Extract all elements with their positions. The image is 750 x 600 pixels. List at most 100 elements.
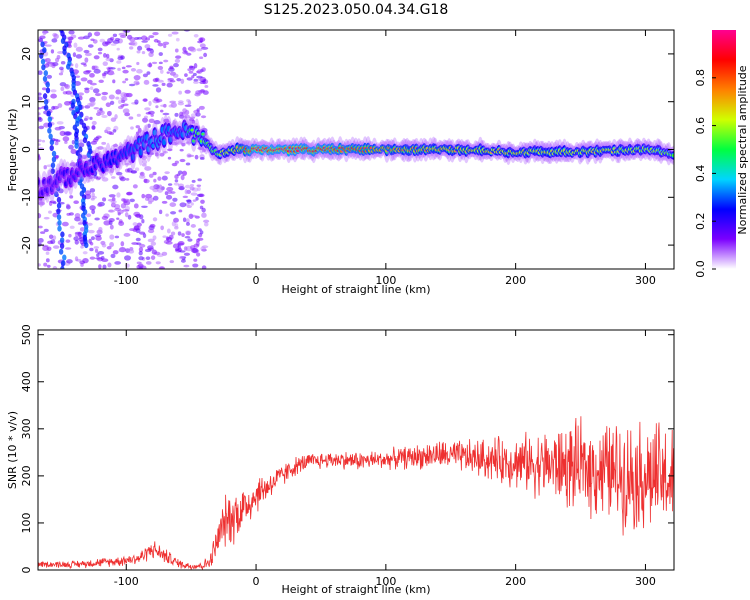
- spectrogram-speckle: [192, 263, 199, 268]
- spectrogram-speckle: [110, 117, 117, 122]
- spectrogram-speckle: [157, 79, 164, 83]
- spectrogram-speckle: [48, 210, 52, 214]
- spectrogram-speckle: [171, 141, 178, 146]
- spectrogram-speckle: [77, 142, 85, 148]
- spectrogram-speckle: [160, 225, 164, 231]
- spectrogram-speckle: [145, 111, 152, 115]
- spectrogram-streak: [43, 104, 49, 111]
- spectrogram-speckle: [166, 186, 174, 192]
- spectrogram-speckle: [114, 261, 122, 265]
- spectrogram-speckle: [57, 51, 64, 54]
- spectrogram-speckle: [57, 103, 63, 108]
- spectrogram-marks: [38, 30, 674, 269]
- spectrogram-streak: [40, 41, 45, 48]
- colorbar-tick-label: 0.2: [694, 212, 707, 230]
- spectrogram-speckle: [135, 214, 141, 218]
- spectrogram-speckle: [90, 101, 96, 106]
- spectrogram-streak: [45, 87, 51, 94]
- spectrogram-speckle: [182, 108, 187, 113]
- spectrogram-speckle: [199, 156, 205, 160]
- spectrogram-speckle: [38, 238, 44, 243]
- spectrogram-speckle: [137, 36, 143, 40]
- spectrogram-speckle: [132, 222, 138, 226]
- spectrogram-speckle: [97, 146, 104, 150]
- spectrogram-speckle: [141, 219, 145, 224]
- spectrogram-speckle: [189, 184, 195, 187]
- spectrogram-speckle: [174, 223, 179, 228]
- spectrogram-speckle: [107, 262, 112, 268]
- spectrogram-x-axis-label: Height of straight line (km): [281, 283, 430, 296]
- spectrogram-speckle: [189, 47, 197, 53]
- spectrogram-speckle: [177, 241, 185, 246]
- spectrogram-speckle: [129, 46, 134, 50]
- spectrogram-speckle: [45, 258, 50, 263]
- spectrogram-speckle: [130, 170, 137, 174]
- spectrogram-speckle: [42, 30, 47, 36]
- spectrogram-speckle: [147, 201, 153, 205]
- spectrogram-speckle: [142, 73, 148, 78]
- spectrogram-speckle: [156, 98, 163, 103]
- spectrogram-speckle: [157, 42, 164, 47]
- spectrogram-speckle: [135, 125, 141, 129]
- spectrogram-speckle: [133, 203, 139, 209]
- spectrogram-speckle: [82, 258, 89, 264]
- spectrogram-speckle: [101, 91, 109, 96]
- spectrogram-speckle: [151, 61, 158, 65]
- colorbar-tick-label: 0.4: [694, 165, 707, 183]
- spectrogram-streak: [66, 63, 71, 70]
- spectrogram-speckle: [58, 66, 64, 71]
- spectrogram-speckle: [102, 41, 109, 47]
- spectrogram-speckle: [163, 118, 170, 123]
- spectrogram-speckle: [155, 87, 162, 93]
- spectrogram-speckle: [196, 69, 203, 74]
- spectrogram-speckle: [47, 61, 54, 67]
- spectrogram-speckle: [58, 125, 62, 131]
- spectrogram-speckle: [174, 48, 179, 53]
- spectrogram-speckle: [135, 82, 140, 85]
- spectrogram-speckle: [101, 141, 107, 145]
- spectrogram-speckle: [193, 78, 199, 82]
- spectrogram-streak: [60, 231, 65, 238]
- spectrogram-speckle: [87, 44, 94, 48]
- spectrogram-speckle: [166, 71, 170, 74]
- spectrogram-speckle: [98, 79, 104, 83]
- spectrogram-speckle: [149, 185, 156, 191]
- spectrogram-speckle: [166, 82, 173, 88]
- spectrogram-streak: [60, 260, 66, 267]
- spectrogram-speckle: [203, 219, 210, 223]
- spectrogram-speckle: [185, 231, 191, 236]
- spectrogram-speckle: [149, 223, 156, 228]
- spectrogram-ridge-mid: [42, 179, 47, 185]
- colorbar-label: Normalized spectral amplitude: [736, 65, 749, 234]
- spectrogram-speckle: [183, 252, 191, 256]
- spectrogram-ridge-mid: [138, 148, 143, 156]
- spectrogram-ridge-core: [190, 128, 194, 132]
- spectrogram-speckle: [138, 256, 144, 261]
- spectrogram-speckle: [193, 258, 198, 262]
- spectrogram-speckle: [161, 82, 166, 86]
- spectrogram-speckle: [38, 139, 42, 143]
- spectrogram-speckle: [89, 256, 96, 260]
- snr-series-line: [38, 416, 674, 570]
- spectrogram-speckle: [136, 61, 140, 66]
- spectrogram-speckle: [192, 247, 199, 254]
- spectrogram-speckle: [198, 193, 205, 198]
- spectrogram-speckle: [46, 74, 52, 79]
- spectrogram-speckle: [110, 253, 116, 259]
- spectrogram-speckle: [160, 104, 167, 108]
- spectrogram-speckle: [91, 125, 96, 130]
- spectrogram-streak: [62, 254, 67, 261]
- spectrogram-speckle: [50, 89, 57, 93]
- spectrogram-speckle: [91, 192, 95, 198]
- spectrogram-streak: [47, 116, 53, 123]
- spectrogram-ridge-mid: [162, 138, 167, 146]
- spectrogram-streak: [51, 150, 57, 157]
- spectrogram-speckle: [139, 243, 146, 248]
- spectrogram-streak: [70, 102, 76, 109]
- spectrogram-speckle: [55, 139, 61, 143]
- spectrogram-speckle: [167, 190, 173, 195]
- spectrogram-speckle: [142, 159, 148, 165]
- y-tick-label: 200: [20, 465, 33, 486]
- spectrogram-speckle: [46, 264, 51, 268]
- spectrogram-speckle: [196, 75, 203, 79]
